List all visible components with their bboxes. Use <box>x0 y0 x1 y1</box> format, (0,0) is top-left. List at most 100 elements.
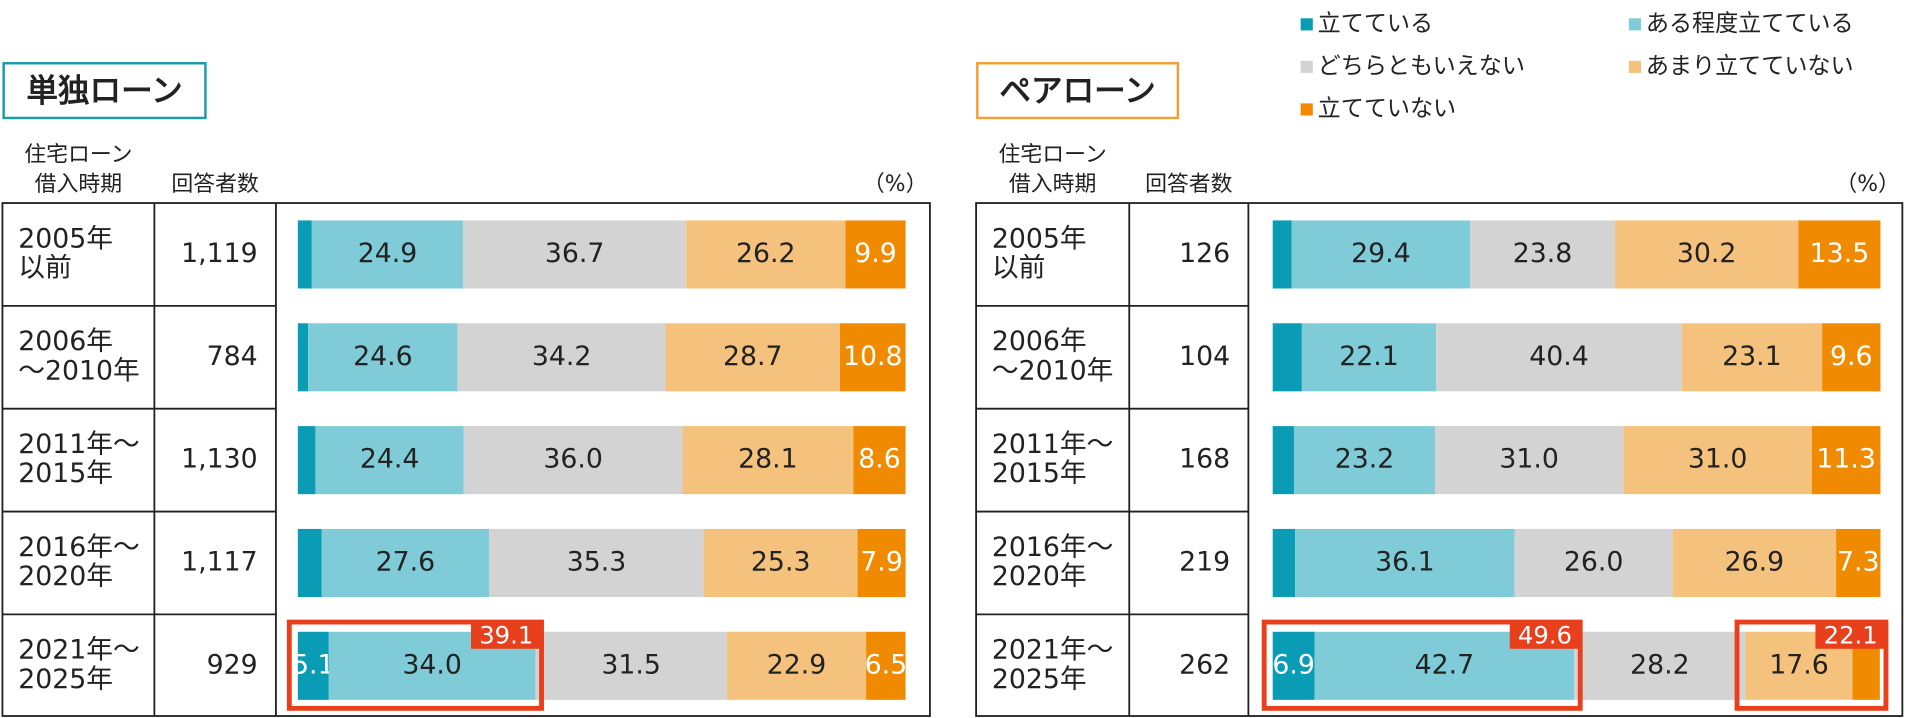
respondent-count: 784 <box>207 341 258 372</box>
data-label: 27.6 <box>376 546 436 577</box>
data-label: 9.6 <box>1830 341 1873 372</box>
table-border <box>975 202 1904 717</box>
row-header: 借入時期 <box>1009 172 1097 197</box>
bar-segment <box>1272 631 1315 700</box>
bar-segment <box>1470 220 1615 289</box>
data-label: 28.1 <box>738 444 798 475</box>
legend-swatch <box>1628 18 1642 31</box>
legend-label: 立てていない <box>1318 96 1456 122</box>
category-label: 2020年 <box>18 561 113 592</box>
data-label: 23.8 <box>1513 238 1573 269</box>
highlight-label: 49.6 <box>1518 621 1572 650</box>
category-label: 2021年～ <box>18 635 140 666</box>
bar-segment <box>535 631 727 700</box>
chart-title: ペアローン <box>999 73 1155 109</box>
bar-segment <box>726 631 867 700</box>
row-header: 住宅ローン <box>999 143 1107 168</box>
data-label: 28.7 <box>723 341 783 372</box>
bar-segment <box>1672 528 1837 598</box>
data-label: 22.9 <box>767 649 827 680</box>
highlight-tag <box>471 622 542 649</box>
data-label: 13.5 <box>1810 238 1870 269</box>
bar-segment <box>1293 426 1435 495</box>
bar-segment <box>297 426 316 495</box>
respondent-count: 262 <box>1179 649 1230 680</box>
category-label: 2011年～ <box>18 429 140 460</box>
category-label: 2015年 <box>992 458 1087 489</box>
bar-segment <box>1291 220 1471 289</box>
bar-segment <box>1623 426 1812 495</box>
unit-label: （%） <box>863 172 928 197</box>
count-header: 回答者数 <box>171 172 259 197</box>
respondent-count: 1,117 <box>181 546 258 577</box>
bar-segment <box>297 323 309 392</box>
data-label: 25.3 <box>751 546 811 577</box>
bar-segment <box>1272 323 1302 392</box>
data-label: 9.9 <box>854 238 897 269</box>
data-label: 30.2 <box>1677 238 1737 269</box>
legend-label: どちらともいえない <box>1318 53 1525 79</box>
respondent-count: 929 <box>207 649 258 680</box>
legend-label: ある程度立てている <box>1646 11 1854 37</box>
bar-segment <box>665 323 840 392</box>
category-label: 2016年～ <box>18 532 140 563</box>
respondent-count: 168 <box>1179 444 1230 475</box>
data-label: 31.5 <box>601 649 661 680</box>
category-label: 2006年 <box>18 326 113 357</box>
highlight-tag <box>1815 622 1886 649</box>
bar-segment <box>1681 323 1823 392</box>
data-label: 42.7 <box>1415 649 1475 680</box>
legend-label: あまり立てていない <box>1646 53 1854 79</box>
data-label: 5.1 <box>292 649 335 680</box>
bar-segment <box>1434 426 1624 495</box>
bar-segment <box>1811 426 1881 495</box>
respondent-count: 1,119 <box>181 238 258 269</box>
bar-segment <box>1798 220 1881 289</box>
category-label: 2025年 <box>992 664 1087 695</box>
category-label: 2006年 <box>992 326 1087 357</box>
data-label: 40.4 <box>1529 341 1589 372</box>
category-label: 2021年～ <box>992 635 1114 666</box>
bar-segment <box>682 426 854 495</box>
data-label: 10.8 <box>843 341 903 372</box>
data-label: 11.3 <box>1816 444 1876 475</box>
data-label: 36.7 <box>545 238 605 269</box>
bar-segment <box>866 631 906 700</box>
category-label: 2005年 <box>992 223 1087 254</box>
category-label: 2025年 <box>18 664 113 695</box>
category-label: 2016年～ <box>992 532 1114 563</box>
table-border <box>1 202 931 717</box>
bar-segment <box>463 426 683 495</box>
category-label: 以前 <box>992 253 1045 284</box>
data-label: 31.0 <box>1499 444 1559 475</box>
data-label: 36.1 <box>1375 546 1435 577</box>
bar-segment <box>1836 528 1881 598</box>
legend-swatch <box>1300 103 1313 116</box>
category-label: 2005年 <box>18 223 113 254</box>
bar-segment <box>1514 528 1673 598</box>
highlight-box <box>1261 619 1583 711</box>
data-label: 36.0 <box>543 444 603 475</box>
bar-segment <box>1822 323 1881 392</box>
data-label: 24.6 <box>353 341 413 372</box>
bar-segment <box>297 528 322 598</box>
data-label: 26.0 <box>1564 546 1624 577</box>
data-label: 17.6 <box>1769 649 1829 680</box>
data-label: 23.1 <box>1722 341 1782 372</box>
count-header: 回答者数 <box>1145 172 1233 197</box>
bar-segment <box>845 220 906 289</box>
bar-segment <box>839 323 906 392</box>
data-label: 7.9 <box>860 546 903 577</box>
respondent-count: 1,130 <box>181 444 258 475</box>
highlight-label: 39.1 <box>479 621 533 650</box>
bar-segment <box>1272 528 1296 598</box>
bar-segment <box>1574 631 1746 700</box>
row-header: 住宅ローン <box>24 143 132 168</box>
data-label: 34.2 <box>532 341 592 372</box>
legend-swatch <box>1300 18 1313 31</box>
category-label: ～2010年 <box>18 355 140 386</box>
data-label: 28.2 <box>1630 649 1690 680</box>
